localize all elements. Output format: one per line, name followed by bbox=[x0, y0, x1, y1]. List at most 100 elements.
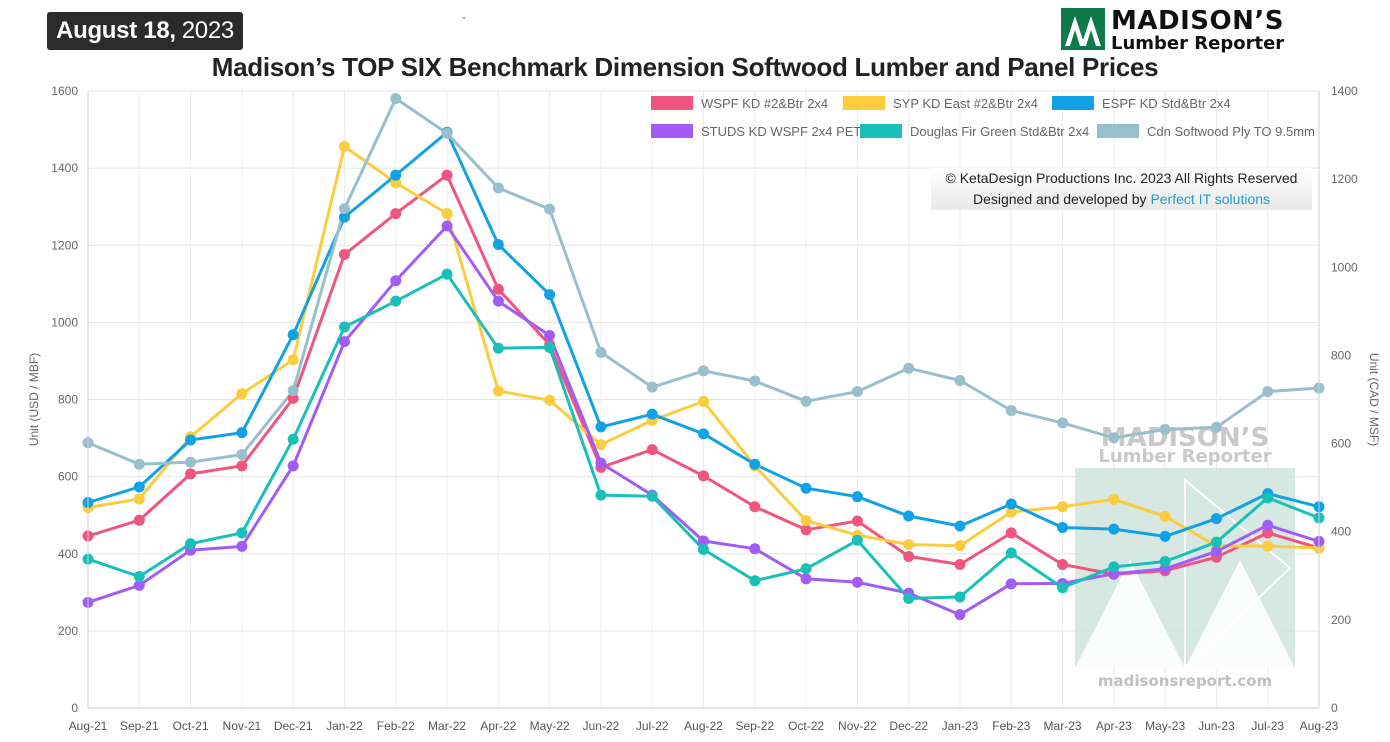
logo-title: MADISON’S bbox=[1111, 6, 1284, 36]
developer-link[interactable]: Perfect IT solutions bbox=[1150, 191, 1271, 207]
legend-swatch bbox=[860, 124, 902, 138]
series-point-0 bbox=[287, 392, 299, 404]
series-point-5 bbox=[903, 362, 915, 374]
series-point-0 bbox=[749, 501, 761, 513]
y-tick-label: 0 bbox=[71, 701, 78, 715]
series-point-0 bbox=[800, 524, 812, 536]
y-tick-label: 1200 bbox=[51, 238, 78, 252]
legend-label: STUDS KD WSPF 2x4 PET bbox=[701, 124, 861, 139]
series-point-5 bbox=[544, 203, 556, 215]
y2-tick-label: 1000 bbox=[1331, 260, 1358, 274]
series-point-4 bbox=[133, 571, 145, 583]
y-tick-label: 1000 bbox=[51, 315, 78, 329]
series-point-3 bbox=[851, 576, 863, 588]
x-tick-label: Jun-23 bbox=[1198, 719, 1235, 733]
series-point-5 bbox=[1005, 405, 1017, 417]
series-point-0 bbox=[338, 249, 350, 261]
y2-tick-label: 800 bbox=[1331, 348, 1351, 362]
developer-prefix: Designed and developed by bbox=[972, 191, 1147, 207]
series-point-5 bbox=[1159, 423, 1171, 435]
series-point-5 bbox=[185, 456, 197, 468]
series-point-1 bbox=[1057, 501, 1069, 513]
y-axis-title: Unit (USD / MBF) bbox=[27, 353, 41, 446]
date-badge: August 18, 2023 bbox=[47, 12, 243, 50]
series-point-3 bbox=[800, 573, 812, 585]
y2-tick-label: 0 bbox=[1331, 701, 1338, 715]
series-point-5 bbox=[595, 346, 607, 358]
series-point-1 bbox=[544, 394, 556, 406]
legend-swatch bbox=[1097, 124, 1139, 138]
series-point-3 bbox=[954, 609, 966, 621]
series-point-1 bbox=[492, 385, 504, 397]
series-point-4 bbox=[800, 563, 812, 575]
y-tick-label: 1600 bbox=[51, 84, 78, 98]
series-point-0 bbox=[236, 460, 248, 472]
series-point-2 bbox=[492, 238, 504, 250]
legend-label: ESPF KD Std&Btr 2x4 bbox=[1102, 96, 1231, 111]
series-point-3 bbox=[1210, 545, 1222, 557]
series-point-5 bbox=[492, 182, 504, 194]
stray-mark: - bbox=[462, 10, 466, 24]
x-tick-label: Feb-23 bbox=[992, 719, 1030, 733]
logo-subtitle: Lumber Reporter bbox=[1111, 33, 1285, 54]
series-point-4 bbox=[749, 575, 761, 587]
y-tick-label: 200 bbox=[58, 624, 78, 638]
series-point-2 bbox=[595, 421, 607, 433]
series-point-2 bbox=[1159, 530, 1171, 542]
series-point-4 bbox=[851, 534, 863, 546]
x-tick-label: Apr-23 bbox=[1096, 719, 1132, 733]
madisons-logo: MADISON’S Lumber Reporter bbox=[1061, 6, 1285, 54]
y-tick-label: 800 bbox=[58, 393, 78, 407]
series-point-1 bbox=[903, 538, 915, 550]
series-point-0 bbox=[390, 208, 402, 220]
series-point-2 bbox=[390, 169, 402, 181]
series-point-4 bbox=[954, 591, 966, 603]
x-tick-label: Jul-22 bbox=[636, 719, 669, 733]
series-point-1 bbox=[133, 493, 145, 505]
series-point-5 bbox=[441, 127, 453, 139]
y2-tick-label: 400 bbox=[1331, 525, 1351, 539]
series-point-2 bbox=[287, 329, 299, 341]
series-point-3 bbox=[441, 220, 453, 232]
series-point-1 bbox=[287, 354, 299, 366]
legend-swatch bbox=[651, 96, 693, 110]
series-point-4 bbox=[1057, 582, 1069, 594]
legend-swatch bbox=[651, 124, 693, 138]
series-point-4 bbox=[1108, 561, 1120, 573]
x-tick-label: Nov-22 bbox=[838, 719, 877, 733]
tree-logo-icon bbox=[1061, 8, 1105, 50]
series-point-4 bbox=[646, 490, 658, 502]
series-point-4 bbox=[1005, 547, 1017, 559]
series-point-2 bbox=[185, 434, 197, 446]
copyright-text: © KetaDesign Productions Inc. 2023 All R… bbox=[945, 170, 1298, 186]
series-point-5 bbox=[1108, 432, 1120, 444]
series-point-5 bbox=[851, 386, 863, 398]
legend-label: SYP KD East #2&Btr 2x4 bbox=[893, 96, 1038, 111]
series-point-5 bbox=[287, 385, 299, 397]
series-point-3 bbox=[236, 540, 248, 552]
series-point-2 bbox=[851, 491, 863, 503]
series-point-2 bbox=[646, 408, 658, 420]
series-point-2 bbox=[698, 428, 709, 440]
series-point-2 bbox=[749, 458, 761, 470]
x-tick-label: May-23 bbox=[1145, 719, 1185, 733]
y2-tick-label: 200 bbox=[1331, 613, 1351, 627]
series-point-5 bbox=[338, 203, 350, 215]
x-tick-label: Oct-22 bbox=[788, 719, 824, 733]
y2-tick-label: 1400 bbox=[1331, 84, 1358, 98]
series-point-4 bbox=[595, 489, 607, 501]
series-point-0 bbox=[954, 559, 966, 571]
series-point-5 bbox=[133, 458, 145, 470]
series-point-5 bbox=[646, 381, 658, 393]
series-point-0 bbox=[1057, 559, 1069, 571]
x-tick-label: Dec-21 bbox=[274, 719, 313, 733]
series-point-3 bbox=[133, 579, 145, 591]
series-point-2 bbox=[544, 289, 556, 301]
series-point-0 bbox=[1262, 527, 1274, 539]
x-tick-label: Sep-22 bbox=[735, 719, 774, 733]
x-tick-label: Nov-21 bbox=[223, 719, 262, 733]
date-day: August 18, bbox=[56, 17, 176, 44]
series-point-2 bbox=[954, 520, 966, 532]
copyright-box: © KetaDesign Productions Inc. 2023 All R… bbox=[931, 168, 1312, 210]
